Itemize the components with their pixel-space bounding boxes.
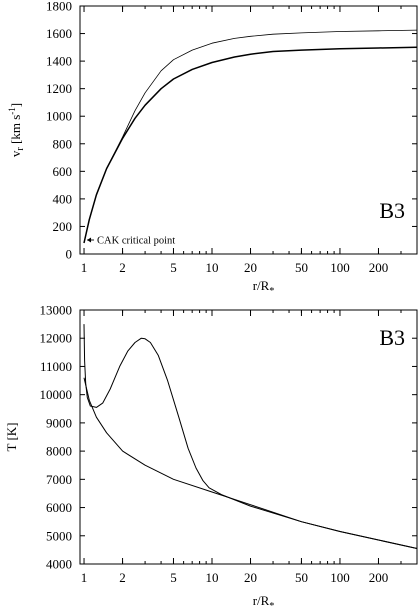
x-tick-label: 100 bbox=[330, 260, 350, 275]
y-tick-label: 12000 bbox=[40, 331, 73, 346]
chart-panel-2: 4000 5000 6000 7000 8000 9000 10000 11000 12000 1… bbox=[4, 303, 418, 610]
x-tick-label: 200 bbox=[369, 570, 389, 585]
x-tick-label: 10 bbox=[205, 260, 218, 275]
panel-tag: B3 bbox=[379, 325, 405, 350]
series-line-1 bbox=[83, 29, 418, 244]
x-axis-label: r/R* bbox=[253, 278, 275, 297]
y-tick-label: 600 bbox=[53, 164, 73, 179]
annotation-label: CAK critical point bbox=[97, 236, 175, 247]
y-tick-label: 1200 bbox=[46, 81, 72, 96]
y-tick-label: 1800 bbox=[46, 0, 72, 14]
y-tick-label: 0 bbox=[66, 247, 73, 262]
y-tick-label: 1600 bbox=[46, 26, 72, 41]
y-tick-label: 200 bbox=[53, 219, 73, 234]
y-axis-label: vr [km s-1] bbox=[7, 103, 26, 157]
annotation-arrowhead bbox=[87, 237, 92, 243]
y-tick-label: 9000 bbox=[46, 415, 72, 430]
y-tick-label: 13000 bbox=[40, 303, 73, 318]
plot-frame bbox=[79, 309, 418, 565]
x-tick-label: 2 bbox=[119, 570, 126, 585]
series-line-2 bbox=[83, 377, 418, 549]
x-tick-label: 200 bbox=[369, 260, 389, 275]
panel-tag: B3 bbox=[379, 198, 405, 223]
x-tick-label: 5 bbox=[170, 260, 177, 275]
y-axis-label: T [K] bbox=[4, 422, 19, 451]
plot-frame bbox=[79, 5, 418, 255]
x-axis-label: r/R* bbox=[253, 593, 275, 610]
x-tick-label: 20 bbox=[244, 260, 257, 275]
y-tick-label: 800 bbox=[53, 136, 73, 151]
x-tick-label: 50 bbox=[295, 570, 308, 585]
y-tick-label: 400 bbox=[53, 191, 73, 206]
x-tick-label: 1 bbox=[81, 260, 88, 275]
x-tick-label: 100 bbox=[330, 570, 350, 585]
series-line-2 bbox=[83, 46, 418, 244]
y-tick-label: 4000 bbox=[46, 557, 72, 572]
x-tick-label: 2 bbox=[119, 260, 126, 275]
x-tick-label: 20 bbox=[244, 570, 257, 585]
y-tick-label: 11000 bbox=[40, 359, 72, 374]
y-tick-label: 1000 bbox=[46, 109, 72, 124]
y-tick-label: 7000 bbox=[46, 472, 72, 487]
x-tick-label: 5 bbox=[170, 570, 177, 585]
chart-panel-1: 0 200 400 600 800 1000 1200 1400 1600 1800 1 2 5 10 20… bbox=[7, 0, 418, 297]
y-tick-label: 5000 bbox=[46, 528, 72, 543]
y-tick-label: 10000 bbox=[40, 387, 73, 402]
y-tick-label: 1400 bbox=[46, 54, 72, 69]
x-tick-label: 50 bbox=[295, 260, 308, 275]
x-tick-label: 1 bbox=[81, 570, 88, 585]
y-tick-label: 6000 bbox=[46, 500, 72, 515]
y-tick-label: 8000 bbox=[46, 444, 72, 459]
x-tick-label: 10 bbox=[205, 570, 218, 585]
series-line-1 bbox=[83, 324, 418, 549]
